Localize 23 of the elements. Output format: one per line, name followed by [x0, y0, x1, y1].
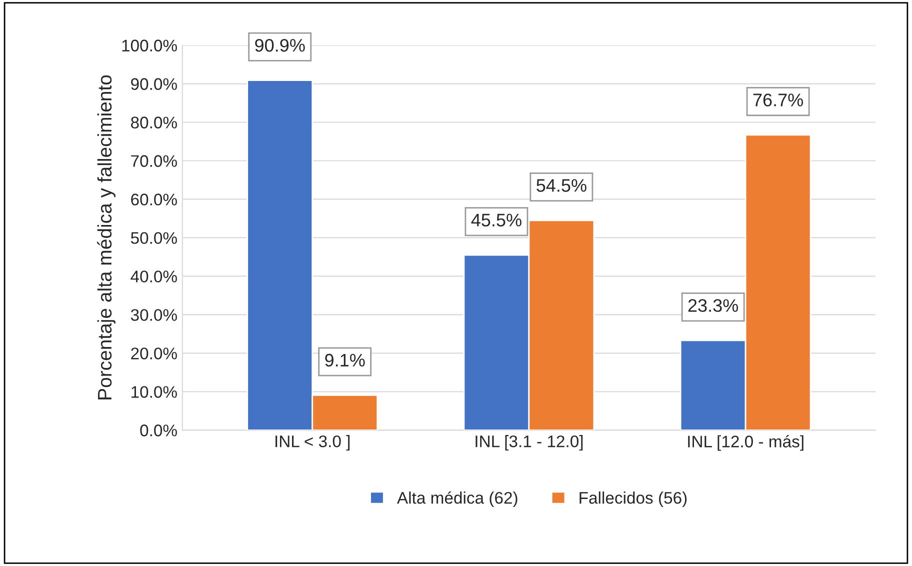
data-label: 45.5%: [471, 214, 522, 226]
x-tick-label: INL [12.0 - más]: [688, 435, 804, 451]
y-tick-label: 70.0%: [131, 155, 177, 167]
x-tick-label: INL < 3.0 ]: [276, 435, 350, 451]
y-tick-label: 30.0%: [130, 309, 177, 321]
legend-label: Fallecidos (56): [580, 492, 687, 508]
y-tick-label: 10.0%: [132, 386, 177, 398]
y-tick-label: 100.0%: [122, 40, 177, 52]
y-tick-label: 50.0%: [130, 232, 177, 244]
y-tick-label: 90.0%: [131, 78, 177, 90]
y-tick-label: 40.0%: [130, 270, 177, 282]
y-tick-label: 60.0%: [131, 194, 177, 206]
data-label: 9.1%: [325, 354, 365, 367]
y-axis-title: Porcentaje alta médica y fallecimiento: [97, 75, 116, 400]
data-label: 54.5%: [536, 179, 586, 192]
y-tick-label: 20.0%: [131, 348, 177, 360]
data-label: 76.7%: [753, 94, 804, 106]
data-label: 90.9%: [255, 38, 305, 52]
x-tick-label: INL [3.1 - 12.0]: [476, 435, 583, 451]
data-label: 23.3%: [688, 299, 738, 312]
legend-label: Alta médica (62): [397, 491, 518, 508]
y-tick-label: 80.0%: [131, 116, 177, 128]
y-tick-label: 0.0%: [140, 424, 177, 436]
